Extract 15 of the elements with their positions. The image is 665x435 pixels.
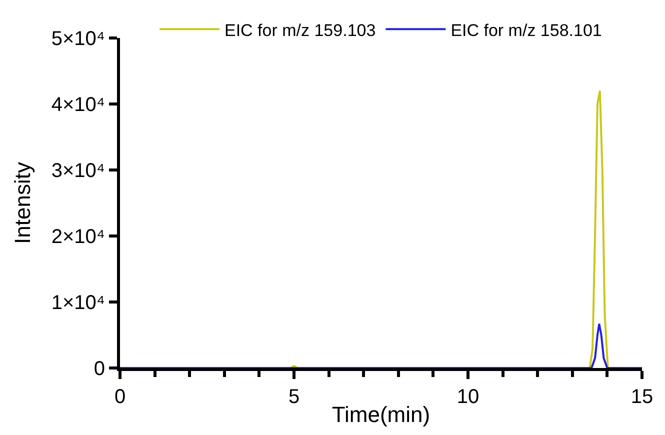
y-tick-label: 0 (94, 358, 105, 380)
y-tick-label: 4×10⁴ (51, 94, 105, 116)
legend-label: EIC for m/z 159.103 (224, 20, 376, 40)
y-tick-label: 2×10⁴ (51, 226, 105, 248)
x-axis-title: Time(min) (332, 402, 430, 427)
legend-label: EIC for m/z 158.101 (450, 20, 602, 40)
y-tick-label: 1×10⁴ (51, 292, 105, 314)
y-axis-title: Intensity (10, 162, 36, 244)
line-series (120, 322, 642, 368)
x-tick-label: 0 (114, 386, 126, 408)
y-tick-label: 3×10⁴ (51, 160, 105, 182)
y-tick-label: 5×10⁴ (51, 28, 105, 50)
x-tick-label: 10 (456, 386, 480, 408)
x-tick-label: 5 (288, 386, 300, 408)
x-tick-label: 15 (630, 386, 654, 408)
